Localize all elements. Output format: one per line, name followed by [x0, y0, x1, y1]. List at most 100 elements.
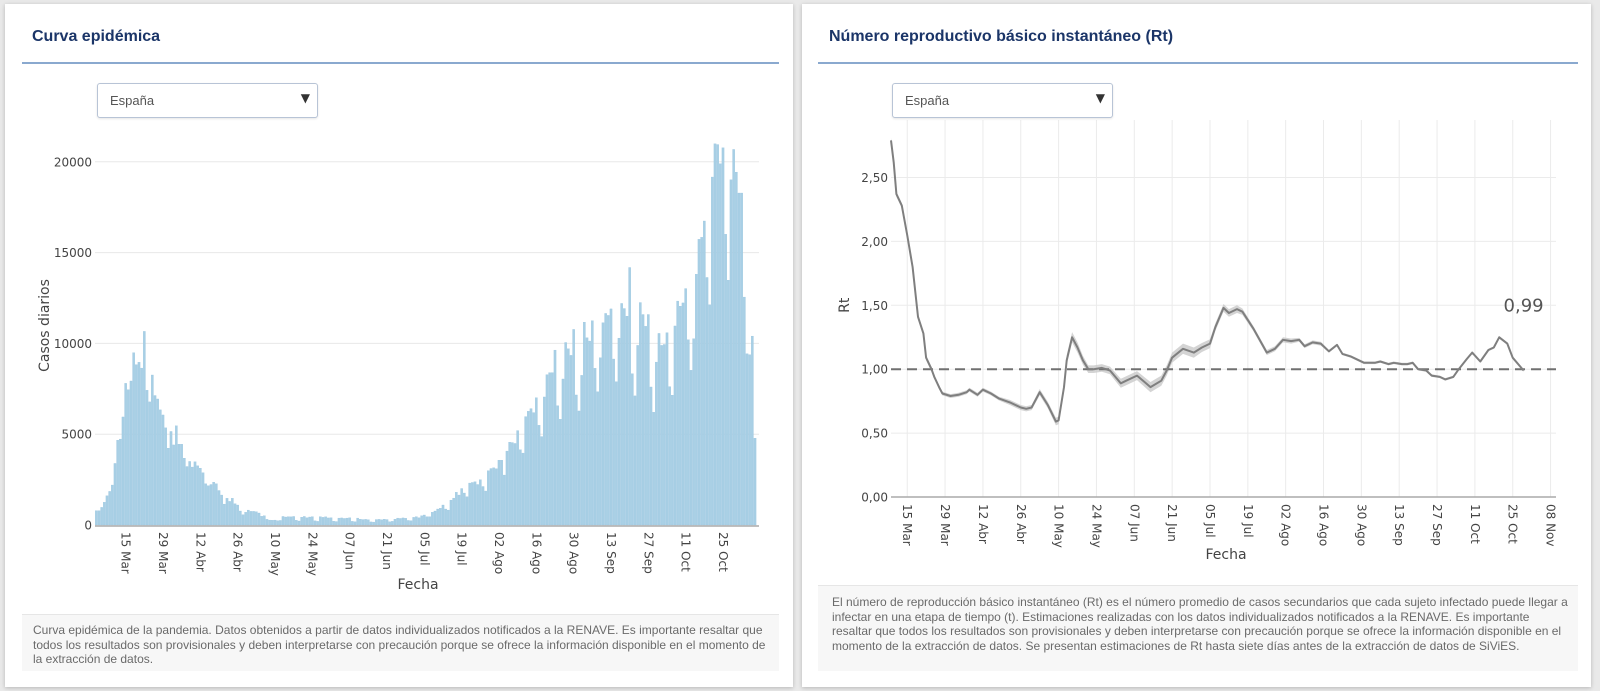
bar	[617, 337, 621, 526]
bar	[663, 344, 666, 526]
y-tick-label: 10000	[54, 337, 92, 351]
bar	[353, 521, 357, 526]
bar	[660, 345, 663, 526]
bar	[492, 467, 495, 526]
bar	[385, 519, 389, 526]
rt-line	[890, 140, 1525, 423]
bar	[628, 267, 631, 526]
bar	[540, 436, 543, 526]
bar	[545, 374, 549, 526]
bar	[121, 416, 125, 526]
bar	[524, 416, 527, 526]
bar	[287, 516, 290, 526]
bar	[415, 516, 418, 526]
region-select[interactable]: España ▼	[97, 83, 318, 118]
bar	[305, 517, 309, 526]
bar	[209, 484, 213, 526]
bar	[300, 517, 303, 526]
x-tick-label: 12 Abr	[193, 532, 207, 572]
x-tick-label: 26 Abr	[231, 532, 245, 572]
bar	[351, 521, 354, 526]
x-tick-label: 02 Ago	[492, 532, 506, 574]
bar	[631, 373, 634, 526]
bar	[292, 516, 295, 526]
bar	[404, 518, 407, 526]
bar	[364, 519, 367, 526]
bar	[108, 491, 111, 526]
bar	[436, 508, 439, 526]
bar	[532, 412, 535, 526]
bar	[665, 332, 669, 526]
bar	[463, 492, 466, 526]
bar	[551, 372, 554, 526]
bar	[343, 518, 346, 526]
bar	[396, 517, 399, 526]
bar	[337, 517, 341, 526]
bar	[359, 519, 362, 526]
bar	[127, 389, 130, 526]
bar	[164, 427, 167, 526]
bar	[100, 507, 103, 526]
bar	[196, 465, 199, 526]
bar	[308, 516, 311, 526]
bar	[615, 381, 618, 526]
bar	[156, 398, 159, 526]
bar	[372, 521, 375, 526]
bar	[431, 512, 434, 526]
bar	[393, 519, 397, 526]
x-tick-label: 13 Sep	[604, 532, 618, 574]
bar	[345, 517, 349, 526]
bar	[695, 274, 698, 526]
bar	[465, 496, 469, 526]
bar	[447, 509, 450, 526]
bar	[508, 442, 511, 526]
bar	[383, 519, 386, 526]
x-tick-label: 16 Ago	[529, 532, 543, 574]
bar	[303, 516, 306, 526]
y-axis-title: Rt	[837, 297, 853, 313]
bar	[729, 179, 733, 526]
bar	[375, 519, 378, 526]
bar	[692, 338, 695, 526]
bar	[641, 314, 645, 526]
x-tick-label: 16 Ago	[1317, 504, 1331, 546]
bar	[503, 474, 506, 526]
bar	[703, 220, 706, 526]
bar	[369, 521, 373, 526]
bar	[335, 521, 338, 526]
bar	[129, 380, 133, 526]
bar	[599, 357, 602, 526]
bar	[553, 349, 557, 526]
bar	[223, 503, 226, 526]
y-tick-label: 1,00	[861, 363, 888, 377]
bar	[233, 503, 237, 526]
bar	[105, 495, 109, 526]
bar	[484, 490, 487, 526]
title-divider	[22, 62, 779, 64]
bar	[612, 358, 615, 526]
x-tick-label: 25 Oct	[1506, 504, 1520, 544]
x-tick-label: 24 May	[305, 532, 319, 576]
bar	[255, 511, 258, 526]
bar	[420, 515, 423, 526]
bar	[265, 519, 269, 526]
bar	[441, 504, 445, 526]
bar	[745, 353, 749, 526]
bar	[207, 485, 210, 526]
bar	[604, 313, 607, 526]
bar	[596, 391, 599, 526]
bar	[148, 401, 151, 526]
x-tick-label: 15 Mar	[119, 532, 133, 574]
x-tick-label: 13 Sep	[1392, 504, 1406, 546]
title-divider	[818, 62, 1578, 64]
x-tick-label: 02 Ago	[1279, 504, 1293, 546]
bar	[513, 443, 517, 526]
region-select[interactable]: España ▼	[892, 83, 1113, 118]
bar	[247, 509, 250, 526]
bar	[457, 494, 461, 526]
bar	[625, 316, 629, 526]
bar	[433, 510, 437, 526]
bar	[681, 302, 685, 526]
bar	[740, 192, 743, 526]
y-tick-label: 2,50	[861, 171, 888, 185]
